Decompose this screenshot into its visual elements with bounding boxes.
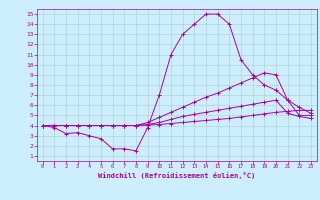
X-axis label: Windchill (Refroidissement éolien,°C): Windchill (Refroidissement éolien,°C) [98,172,255,179]
